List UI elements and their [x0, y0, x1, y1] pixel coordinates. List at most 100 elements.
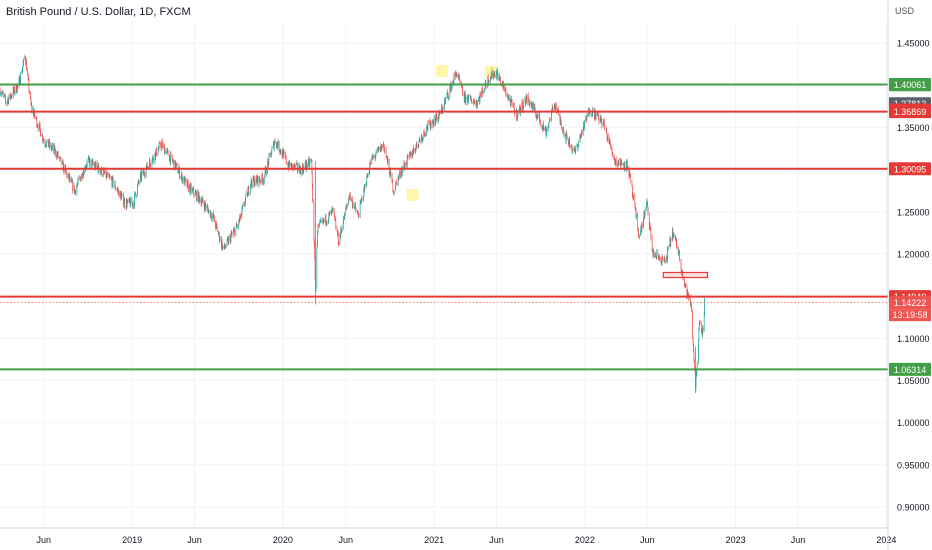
candle-body [42, 134, 43, 141]
candle-body [611, 148, 613, 154]
candle-body [323, 219, 325, 222]
candle-body [395, 181, 397, 183]
candle-body [620, 166, 622, 168]
candle-body [702, 328, 703, 336]
candle-body [335, 219, 336, 221]
price-label-bg [889, 296, 931, 310]
candle-body [404, 166, 406, 169]
candle-body [271, 146, 273, 149]
candle-body [20, 73, 22, 83]
candle-body [591, 114, 592, 115]
candle-body [582, 131, 584, 134]
candle-body [187, 181, 188, 188]
candle-body [249, 185, 251, 193]
candle-body [655, 254, 656, 256]
candle-body [491, 74, 492, 78]
candle-body [168, 155, 170, 161]
candle-body [62, 161, 64, 162]
candle-body [464, 93, 466, 102]
candle-body [233, 230, 234, 233]
candle-body [580, 134, 582, 137]
candle-body [262, 177, 264, 183]
candle-body [251, 183, 253, 187]
candle-body [170, 153, 172, 155]
candle-body [677, 248, 679, 254]
candle-body [268, 154, 270, 156]
candle-body [581, 131, 582, 137]
candle-body [418, 139, 420, 142]
candle-body [325, 215, 326, 222]
price-label-text: 1.14222 [894, 298, 927, 308]
candle-body [464, 93, 466, 95]
candle-body [121, 194, 123, 196]
candle-body [337, 232, 339, 236]
candle-body [689, 297, 691, 302]
candle-body [198, 192, 200, 202]
candle-body [504, 90, 506, 92]
candle-body [346, 205, 348, 207]
candle-body [608, 136, 610, 144]
candle-body [227, 238, 228, 240]
candle-body [369, 162, 371, 167]
candle-body [539, 122, 541, 124]
candle-body [531, 104, 532, 107]
price-range-box[interactable] [662, 271, 709, 279]
candle-body [432, 121, 434, 127]
candle-body [433, 117, 435, 126]
horizontal-levels[interactable] [0, 83, 888, 371]
candle-body [669, 238, 671, 246]
x-tick-label: Jun [338, 535, 353, 545]
candle-body [94, 164, 96, 168]
candle-body [132, 202, 133, 207]
candle-body [109, 177, 111, 178]
candle-body [446, 94, 448, 99]
candle-body [187, 181, 189, 184]
candle-body [190, 184, 192, 186]
candle-body [28, 77, 29, 81]
candle-body [626, 161, 627, 169]
candle-body [34, 110, 36, 117]
candle-body [699, 321, 701, 323]
candle-body [236, 224, 238, 227]
candle-body [242, 205, 244, 208]
candle-body [266, 173, 267, 175]
candle-body [175, 165, 177, 169]
candle-body [406, 162, 407, 166]
candle-body [669, 238, 671, 246]
candle-body [506, 95, 507, 97]
candle-body [565, 132, 567, 142]
candle-body [197, 190, 199, 202]
candle-body [4, 94, 5, 97]
price-label-bg [889, 78, 931, 92]
candle-body [614, 160, 616, 163]
candle-body [319, 222, 321, 226]
candle-body [571, 144, 573, 152]
candle-body [216, 222, 217, 225]
candle-body [325, 215, 327, 224]
candle-body [650, 229, 652, 239]
candle-body [701, 331, 703, 336]
candle-body [686, 289, 688, 297]
candle-body [226, 238, 228, 247]
candle-body [294, 164, 295, 168]
candle-body [595, 113, 597, 120]
candle-body [423, 130, 425, 134]
candle-body [423, 130, 425, 138]
candle-body [669, 245, 670, 246]
candle-body [368, 171, 370, 174]
candle-body [589, 111, 591, 115]
candle-body [199, 196, 200, 202]
candle-body [361, 197, 363, 200]
candle-body [366, 185, 367, 187]
candle-body [447, 92, 449, 94]
candle-body [449, 86, 451, 89]
candle-body [171, 154, 173, 160]
y-tick-label: 0.90000 [897, 502, 930, 512]
candle-body [430, 126, 432, 129]
candle-body [449, 88, 451, 98]
candle-body [21, 69, 23, 74]
candle-body [481, 88, 483, 93]
candle-body [287, 164, 289, 168]
candle-body [202, 197, 204, 203]
